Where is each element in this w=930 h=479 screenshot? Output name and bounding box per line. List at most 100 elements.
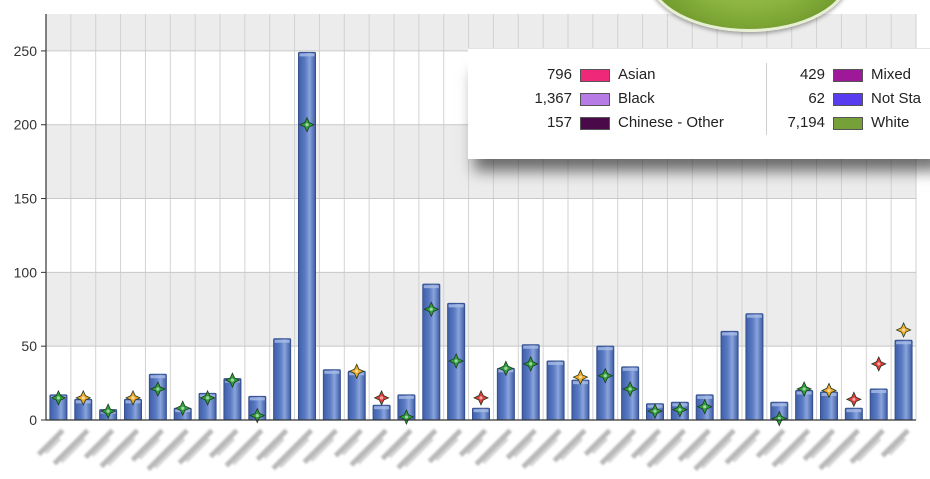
marker-highlight <box>255 413 259 418</box>
x-tick-label-blurred <box>208 428 239 459</box>
marker-highlight <box>529 362 533 366</box>
bar-highlight <box>697 395 713 399</box>
bar-highlight <box>771 403 787 407</box>
marker-highlight <box>355 369 359 373</box>
bar-highlight <box>523 345 539 349</box>
bar-highlight <box>374 406 390 410</box>
x-tick-label-blurred <box>458 428 488 457</box>
marker-highlight <box>181 406 185 410</box>
y-tick-label: 50 <box>21 338 37 354</box>
vertical-gridlines <box>45 14 917 420</box>
x-tick-label-blurred <box>693 428 736 472</box>
x-tick-label-blurred <box>505 428 537 460</box>
bar-highlight <box>548 361 564 365</box>
x-tick-label-blurred <box>849 428 885 464</box>
bar <box>322 369 341 421</box>
x-tick-label-blurred <box>302 428 338 464</box>
x-tick-label-blurred <box>599 428 637 466</box>
legend-swatch <box>580 116 610 130</box>
marker-highlight <box>429 307 433 311</box>
x-tick-label-blurred <box>52 428 90 466</box>
x-tick-label-blurred <box>755 428 786 459</box>
bar <box>298 51 316 421</box>
bar-highlight <box>150 375 166 379</box>
marker-highlight <box>777 416 781 421</box>
marker-highlight <box>305 123 309 127</box>
x-tick-label-blurred <box>677 428 711 462</box>
legend-panel: 796 Asian 1,367 Black 157 Chinese - Othe… <box>468 48 930 159</box>
legend-item: 1,367 Black <box>468 87 762 111</box>
marker-highlight <box>56 396 61 400</box>
bar-highlight <box>846 409 862 413</box>
bar-highlight <box>622 367 638 371</box>
marker-highlight <box>827 388 831 393</box>
x-axis-labels-blurred <box>36 428 910 472</box>
bar-highlight <box>722 332 738 336</box>
legend-column-left: 796 Asian 1,367 Black 157 Chinese - Othe… <box>468 63 762 135</box>
x-tick-label-blurred <box>83 428 115 459</box>
markers <box>50 116 912 427</box>
legend-column-right: 429 Mixed 62 Not Sta 7,194 White <box>766 63 930 135</box>
legend-count: 796 <box>546 66 572 83</box>
marker-highlight <box>504 366 508 370</box>
marker-highlight <box>131 396 135 400</box>
x-tick-label-blurred <box>380 428 413 461</box>
legend-swatch <box>580 92 610 106</box>
bar-highlight <box>473 409 489 413</box>
bar <box>273 338 292 421</box>
marker-highlight <box>703 405 707 409</box>
marker-highlight <box>802 387 806 391</box>
x-tick-label-blurred <box>646 428 686 469</box>
legend-item: 62 Not Sta <box>767 87 930 111</box>
legend-swatch <box>580 68 610 82</box>
marker-highlight <box>404 415 409 419</box>
marker-highlight <box>678 408 682 412</box>
legend-label: Chinese - Other <box>618 114 724 131</box>
bar <box>869 388 888 421</box>
legend-swatch <box>833 68 863 82</box>
x-tick-label-blurred <box>583 428 612 457</box>
bar-highlight <box>274 339 290 343</box>
marker-highlight <box>628 387 632 391</box>
marker-highlight <box>454 359 458 363</box>
marker-highlight <box>877 362 881 366</box>
bar <box>546 360 565 421</box>
bar <box>720 330 739 421</box>
legend-item: 796 Asian <box>468 63 762 87</box>
marker-highlight <box>106 409 110 413</box>
x-tick-label-blurred <box>177 428 214 465</box>
bar-highlight <box>746 314 762 318</box>
legend-swatch <box>833 92 863 106</box>
grid-band <box>46 272 916 347</box>
x-tick-label-blurred <box>36 428 65 457</box>
x-tick-label-blurred <box>396 428 438 470</box>
marker-highlight <box>578 375 583 379</box>
legend-item: 7,194 White <box>767 111 930 135</box>
bar <box>745 313 764 421</box>
legend-label: Black <box>618 90 655 107</box>
legend-label: Mixed <box>871 66 912 83</box>
marker-highlight <box>230 378 235 382</box>
bar-highlight <box>398 395 414 399</box>
marker-highlight <box>901 328 906 332</box>
y-tick-label: 0 <box>29 412 37 428</box>
x-tick-label-blurred <box>818 428 860 471</box>
bar-highlight <box>896 341 912 345</box>
x-tick-label-blurred <box>99 428 140 469</box>
axes <box>45 14 916 421</box>
x-tick-label-blurred <box>880 428 910 458</box>
bar <box>571 379 590 421</box>
legend-item: 429 Mixed <box>767 63 930 87</box>
x-tick-label-blurred <box>771 428 811 468</box>
bar-highlight <box>871 389 887 393</box>
y-tick-label: 200 <box>14 117 38 133</box>
legend-count: 157 <box>546 114 572 131</box>
marker-highlight <box>156 387 160 391</box>
legend-swatch <box>833 116 863 130</box>
y-tick-label: 100 <box>14 264 38 280</box>
x-tick-label-blurred <box>130 428 164 462</box>
bar-highlight <box>597 347 613 351</box>
legend-count: 1,367 <box>534 90 572 107</box>
x-tick-label-blurred <box>630 428 662 459</box>
marker-highlight <box>653 409 657 413</box>
